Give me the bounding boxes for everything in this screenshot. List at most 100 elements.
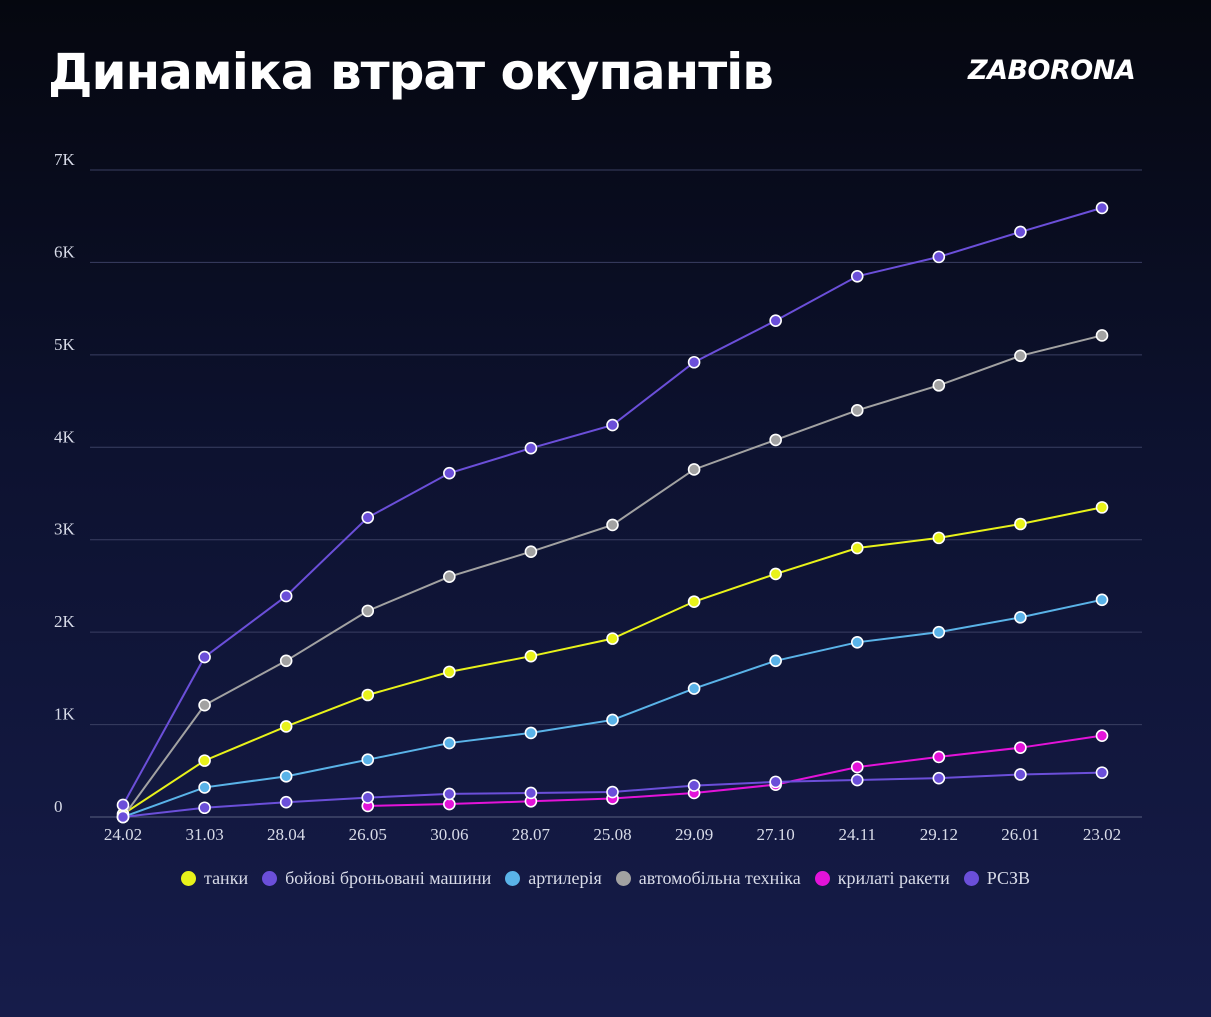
- data-point[interactable]: [606, 518, 619, 532]
- data-point[interactable]: [361, 688, 375, 702]
- data-point[interactable]: [1014, 517, 1027, 531]
- x-tick-label: 30.06: [430, 825, 468, 844]
- legend-label: танки: [203, 868, 249, 888]
- series-line: [122, 334, 1103, 818]
- data-point[interactable]: [198, 698, 211, 712]
- data-point[interactable]: [279, 720, 293, 733]
- x-tick-label: 29.09: [675, 825, 713, 844]
- y-tick-label: 4K: [54, 427, 76, 446]
- data-point[interactable]: [606, 785, 619, 799]
- data-point[interactable]: [1095, 329, 1109, 342]
- x-tick-label: 28.04: [267, 825, 306, 844]
- data-point[interactable]: [850, 404, 864, 417]
- data-point[interactable]: [850, 760, 864, 774]
- series-points: [116, 201, 1109, 824]
- data-point[interactable]: [198, 754, 211, 767]
- data-point[interactable]: [1095, 501, 1109, 514]
- data-point[interactable]: [1095, 766, 1109, 779]
- data-point[interactable]: [116, 810, 130, 824]
- data-point[interactable]: [687, 463, 701, 476]
- legend-item[interactable]: бойові броньовані машини: [262, 868, 491, 889]
- data-point[interactable]: [1095, 593, 1109, 607]
- data-point[interactable]: [606, 713, 619, 727]
- data-point[interactable]: [850, 541, 864, 555]
- y-axis-ticks: 0 1K 2K 3K 4K 5K 6K 7K: [54, 150, 76, 816]
- data-point[interactable]: [443, 570, 456, 583]
- data-point[interactable]: [687, 355, 701, 369]
- data-point[interactable]: [198, 781, 211, 794]
- data-point[interactable]: [932, 379, 946, 392]
- x-tick-label: 24.11: [838, 825, 876, 844]
- data-point[interactable]: [443, 797, 456, 811]
- data-point[interactable]: [606, 418, 619, 432]
- data-point[interactable]: [769, 314, 782, 327]
- legend-swatch: [814, 871, 830, 886]
- line-chart: 0 1K 2K 3K 4K 5K 6K 7K 24.02 31.03 28.04 26.05 30.0…: [54, 150, 1142, 844]
- x-tick-label: 27.10: [757, 825, 795, 844]
- legend-item[interactable]: автомобільна техніка: [615, 868, 801, 889]
- data-point[interactable]: [932, 250, 946, 264]
- data-point[interactable]: [769, 654, 782, 668]
- data-point[interactable]: [769, 775, 782, 789]
- data-point[interactable]: [1014, 225, 1027, 239]
- data-point[interactable]: [361, 511, 375, 524]
- data-point[interactable]: [361, 604, 375, 618]
- data-point[interactable]: [443, 665, 456, 679]
- legend-label: автомобільна техніка: [638, 868, 801, 888]
- data-point[interactable]: [932, 771, 946, 785]
- zaborona-logo: ZABORONA: [968, 55, 1136, 86]
- data-point[interactable]: [361, 753, 375, 766]
- data-point[interactable]: [524, 545, 538, 559]
- data-point[interactable]: [198, 801, 211, 815]
- data-point[interactable]: [443, 466, 456, 480]
- x-tick-label: 28.07: [512, 825, 551, 844]
- legend-swatch: [963, 871, 979, 886]
- x-axis-ticks: 24.02 31.03 28.04 26.05 30.06 28.07 25.08 29.09…: [104, 825, 1121, 844]
- data-point[interactable]: [279, 770, 293, 783]
- y-tick-label: 1K: [54, 705, 76, 724]
- data-point[interactable]: [1014, 741, 1027, 754]
- data-point[interactable]: [932, 531, 946, 545]
- data-point[interactable]: [850, 269, 864, 283]
- y-tick-label: 0: [54, 797, 63, 816]
- data-point[interactable]: [443, 736, 456, 750]
- legend-item[interactable]: крилаті ракети: [814, 868, 950, 889]
- y-tick-label: 5K: [54, 335, 76, 354]
- y-tick-label: 2K: [54, 612, 76, 631]
- data-point[interactable]: [606, 632, 619, 645]
- data-point[interactable]: [524, 786, 538, 800]
- data-point[interactable]: [687, 779, 701, 792]
- data-point[interactable]: [1014, 349, 1027, 363]
- data-point[interactable]: [524, 726, 538, 740]
- legend-label: крилаті ракети: [837, 868, 950, 888]
- data-point[interactable]: [1095, 201, 1109, 215]
- data-point[interactable]: [279, 654, 293, 668]
- data-point[interactable]: [279, 795, 293, 809]
- y-tick-label: 3K: [54, 520, 76, 539]
- data-point[interactable]: [361, 791, 375, 804]
- data-point[interactable]: [769, 567, 782, 581]
- data-point[interactable]: [932, 625, 946, 639]
- data-point[interactable]: [524, 441, 538, 455]
- data-point[interactable]: [443, 787, 456, 801]
- data-point[interactable]: [769, 433, 782, 447]
- data-point[interactable]: [687, 595, 701, 608]
- data-point[interactable]: [116, 798, 130, 812]
- legend-item[interactable]: артилерія: [505, 868, 602, 889]
- data-point[interactable]: [279, 589, 293, 603]
- data-point[interactable]: [850, 636, 864, 649]
- data-point[interactable]: [1095, 729, 1109, 742]
- data-point[interactable]: [1014, 768, 1027, 781]
- chart-title: Динаміка втрат окупантів: [48, 43, 774, 101]
- data-point[interactable]: [1014, 611, 1027, 624]
- legend-item[interactable]: РСЗВ: [963, 868, 1030, 889]
- data-point[interactable]: [687, 682, 701, 695]
- data-point[interactable]: [524, 649, 538, 663]
- x-tick-label: 24.02: [104, 825, 142, 844]
- legend-item[interactable]: танки: [180, 868, 249, 889]
- data-point[interactable]: [198, 650, 211, 664]
- data-point[interactable]: [850, 773, 864, 787]
- chart-legend: танки бойові броньовані машини артилерія ав…: [0, 868, 1211, 889]
- data-point[interactable]: [932, 750, 946, 764]
- legend-swatch: [180, 871, 196, 886]
